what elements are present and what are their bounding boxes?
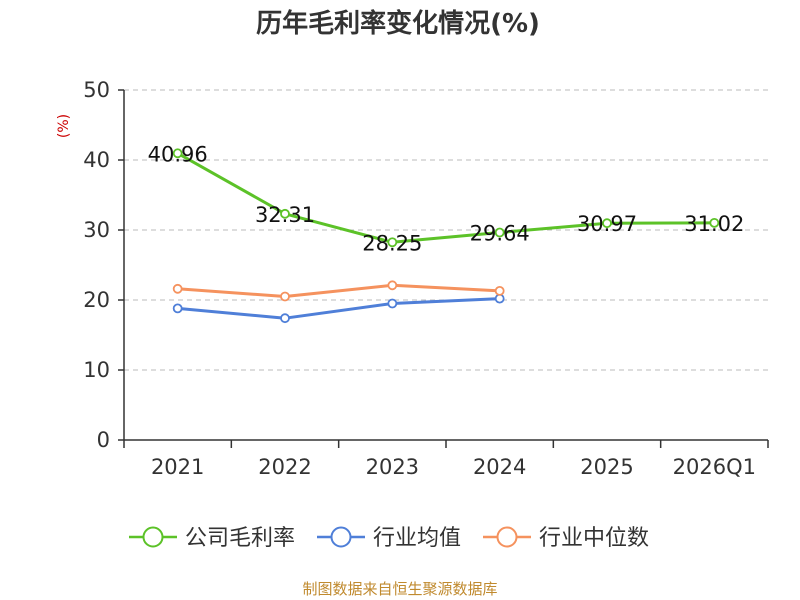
series-1-point-2022 — [280, 313, 290, 324]
legend-label-0: 公司毛利率 — [185, 526, 295, 551]
series-2-point-2022 — [280, 291, 290, 302]
y-tick-label-40: 40 — [83, 148, 110, 172]
series-line-0 — [176, 151, 715, 244]
y-axis-unit-label: (%) — [56, 114, 72, 138]
legend-item-0: 公司毛利率 — [129, 526, 295, 551]
series-1-point-2021 — [172, 303, 183, 314]
chart-title: 历年毛利率变化情况(%) — [256, 8, 540, 39]
series-0-point-2025 — [602, 218, 612, 229]
legend-label-1: 行业均值 — [373, 526, 461, 551]
source-note: 制图数据来自恒生聚源数据库 — [302, 580, 497, 598]
x-tick-label-2023: 2023 — [366, 455, 419, 479]
y-tick-label-0: 0 — [97, 428, 110, 452]
y-tick-label-20: 20 — [83, 288, 110, 312]
series-0-point-2021 — [172, 148, 183, 159]
series-line-1 — [177, 297, 500, 320]
series-1-point-2023 — [387, 298, 398, 309]
y-tick-label-10: 10 — [83, 358, 110, 382]
series-2-point-2023 — [387, 280, 398, 291]
series-2-point-2024 — [494, 285, 505, 296]
legend-marker-2 — [496, 526, 518, 548]
series-0-point-2022 — [280, 208, 290, 219]
series-lines — [172, 148, 720, 324]
legend-marker-1 — [330, 526, 352, 548]
x-tick-label-2026Q1: 2026Q1 — [673, 455, 756, 479]
legend-label-2: 行业中位数 — [539, 526, 649, 551]
data-label-2024: 29.64 — [470, 222, 530, 246]
y-tick-label-50: 50 — [83, 78, 110, 102]
y-tick-label-30: 30 — [83, 218, 110, 242]
x-tick-label-2025: 2025 — [580, 455, 633, 479]
series-2-point-2021 — [172, 283, 183, 294]
data-label-2022: 32.31 — [255, 203, 315, 227]
data-label-2021: 40.96 — [148, 142, 208, 166]
series-1-point-2024 — [494, 293, 505, 304]
x-tick-label-2022: 2022 — [258, 455, 311, 479]
legend-marker-0 — [142, 526, 164, 548]
data-label-2025: 30.97 — [577, 212, 637, 236]
data-label-2026Q1: 31.02 — [684, 212, 744, 236]
series-0-point-2026Q1 — [709, 217, 720, 228]
legend-item-1: 行业均值 — [317, 526, 461, 551]
grid-lines — [124, 89, 768, 371]
axes: 0 10 20 30 40 50 2021 2022 2023 2024 2025 2026Q1 — [83, 78, 769, 479]
x-tick-label-2024: 2024 — [473, 455, 526, 479]
x-tick-label-2021: 2021 — [151, 455, 204, 479]
legend: 公司毛利率 行业均值 行业中位数 — [129, 526, 649, 551]
data-labels: 40.96 32.31 28.25 29.64 30.97 31.02 — [148, 142, 745, 255]
series-0-point-2023 — [387, 237, 398, 248]
series-line-2 — [177, 283, 500, 298]
series-0-point-2024 — [494, 227, 505, 238]
legend-item-2: 行业中位数 — [483, 526, 649, 551]
data-label-2023: 28.25 — [362, 231, 422, 255]
